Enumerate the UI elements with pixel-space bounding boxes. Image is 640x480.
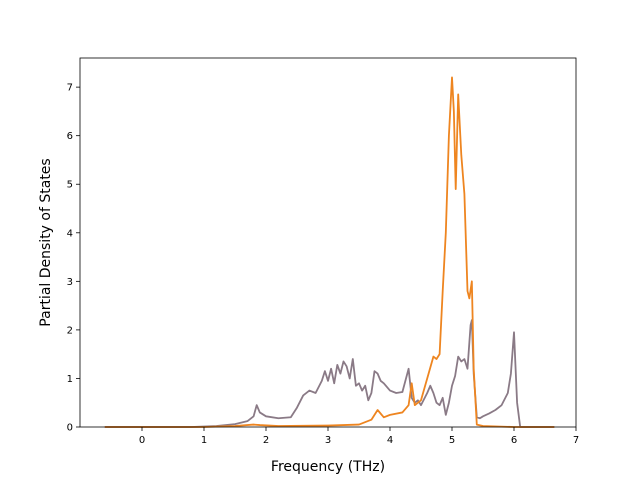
x-tick-label: 2 <box>263 435 269 446</box>
x-tick-label: 7 <box>573 435 579 446</box>
y-tick-label: 3 <box>67 277 73 288</box>
x-tick-label: 1 <box>201 435 207 446</box>
x-axis-ticks: 0 1 2 3 4 5 6 7 <box>139 427 579 446</box>
y-axis-ticks: 0 1 2 3 4 5 6 7 <box>67 83 80 434</box>
y-tick-label: 0 <box>67 423 73 434</box>
y-tick-label: 6 <box>67 131 73 142</box>
x-tick-label: 6 <box>511 435 517 446</box>
series-lines <box>104 76 555 428</box>
y-tick-label: 7 <box>67 83 73 94</box>
x-axis-label: Frequency (THz) <box>271 459 385 475</box>
series-line-2 <box>104 76 555 428</box>
x-tick-label: 4 <box>387 435 393 446</box>
y-tick-label: 2 <box>67 325 73 336</box>
y-tick-label: 5 <box>67 180 73 191</box>
x-tick-label: 0 <box>139 435 145 446</box>
x-tick-label: 3 <box>325 435 331 446</box>
y-tick-label: 1 <box>67 374 73 385</box>
x-tick-label: 5 <box>449 435 455 446</box>
y-axis-label: Partial Density of States <box>38 158 54 326</box>
y-tick-label: 4 <box>67 228 73 239</box>
